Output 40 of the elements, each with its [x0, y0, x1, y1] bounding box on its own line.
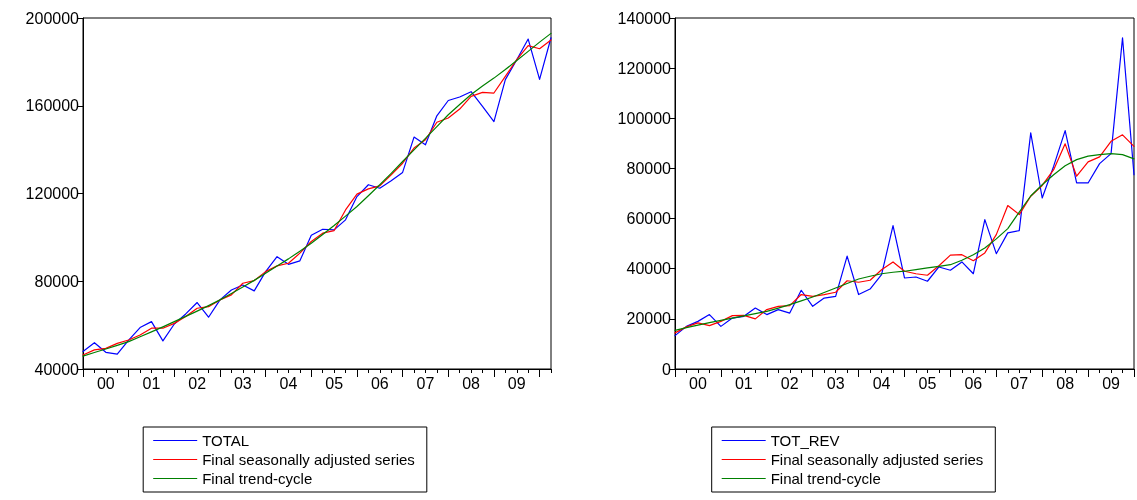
x-tick-label: 09 [1102, 374, 1121, 392]
y-tick-label: 200000 [25, 9, 80, 27]
x-tick-label: 08 [462, 374, 481, 392]
y-tick-label: 100000 [617, 109, 672, 127]
x-tick-label: 00 [96, 374, 115, 392]
y-tick-label: 120000 [25, 185, 80, 202]
y-tick-label: 140000 [617, 9, 672, 27]
x-tick-label: 07 [416, 374, 435, 392]
y-tick-label: 40000 [34, 360, 80, 378]
x-tick-label: 07 [1010, 374, 1029, 392]
legend-label: Final trend-cycle [202, 470, 313, 487]
x-tick-label: 04 [872, 374, 891, 392]
x-tick-label: 05 [918, 374, 937, 392]
legend-label: TOTAL [202, 432, 250, 449]
legend-label: Final seasonally adjusted series [770, 451, 984, 468]
x-tick-label: 09 [507, 374, 526, 392]
x-tick-label: 06 [370, 374, 389, 392]
x-tick-label: 02 [188, 374, 207, 392]
y-tick-label: 160000 [25, 97, 80, 115]
x-tick-label: 02 [780, 374, 799, 392]
x-tick-label: 08 [1056, 374, 1075, 392]
y-tick-label: 60000 [626, 210, 672, 228]
x-tick-label: 01 [734, 374, 753, 392]
y-tick-label: 20000 [626, 310, 672, 328]
x-tick-label: 06 [964, 374, 983, 392]
line-series [674, 37, 1135, 337]
legend-label: Final trend-cycle [770, 470, 881, 487]
x-tick-label: 03 [826, 374, 845, 392]
legend-label: TOT_REV [770, 432, 840, 449]
legend-label: Final seasonally adjusted series [202, 451, 415, 468]
x-tick-label: 03 [233, 374, 252, 392]
y-tick-label: 80000 [34, 272, 80, 290]
y-tick-label: 120000 [617, 59, 672, 77]
y-tick-label: 0 [662, 360, 672, 378]
x-tick-label: 01 [142, 374, 161, 392]
y-tick-label: 80000 [626, 159, 672, 177]
x-tick-label: 05 [325, 374, 344, 392]
y-tick-label: 40000 [626, 260, 672, 278]
x-tick-label: 04 [279, 374, 298, 392]
x-tick-label: 00 [689, 374, 707, 392]
